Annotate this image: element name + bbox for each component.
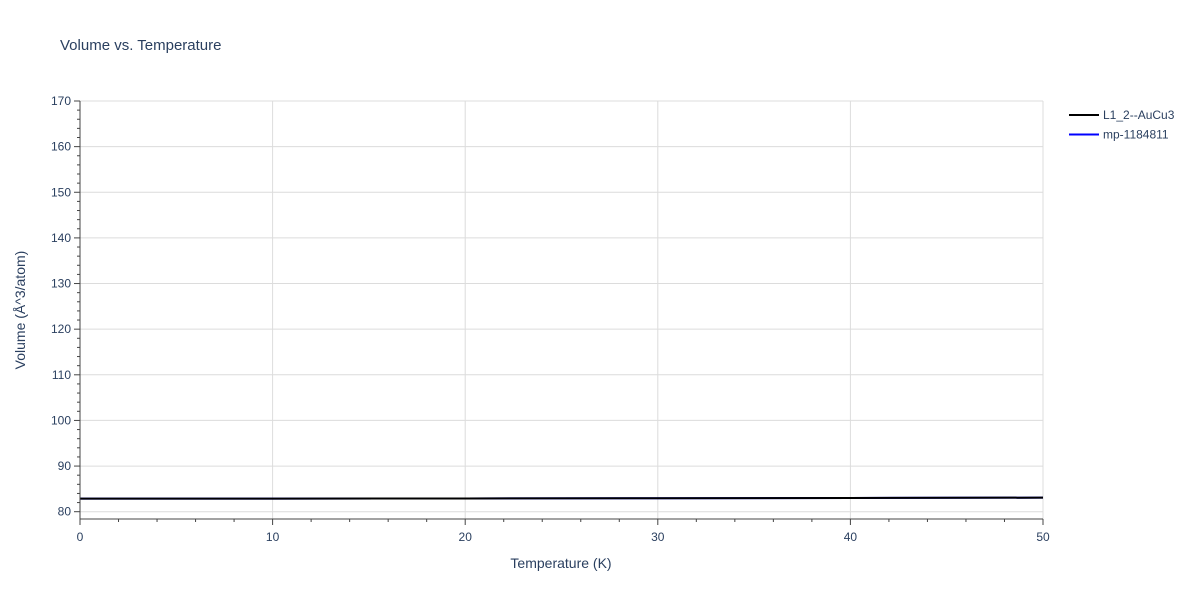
x-axis-label: Temperature (K) bbox=[510, 555, 611, 571]
legend-label: mp-1184811 bbox=[1103, 128, 1169, 142]
y-tick-label: 120 bbox=[51, 322, 71, 336]
y-tick-label: 170 bbox=[51, 94, 71, 108]
y-tick-label: 110 bbox=[52, 368, 71, 382]
y-tick-label: 80 bbox=[58, 505, 72, 519]
x-tick-label: 10 bbox=[266, 530, 280, 544]
x-tick-label: 30 bbox=[651, 530, 665, 544]
y-tick-label: 90 bbox=[58, 459, 72, 473]
y-axis-label: Volume (Å^3/atom) bbox=[12, 251, 28, 370]
y-tick-label: 150 bbox=[51, 185, 71, 199]
y-tick-label: 140 bbox=[51, 231, 71, 245]
chart-title: Volume vs. Temperature bbox=[60, 37, 221, 54]
legend[interactable]: L1_2--AuCu3 mp-1184811 bbox=[1069, 108, 1175, 142]
series-line-L1_2--AuCu3 bbox=[79, 496, 1044, 500]
x-tick-label: 50 bbox=[1036, 530, 1050, 544]
y-tick-label: 160 bbox=[51, 140, 71, 154]
legend-label: L1_2--AuCu3 bbox=[1103, 108, 1175, 122]
x-tick-label: 20 bbox=[459, 530, 473, 544]
x-tick-label: 0 bbox=[77, 530, 84, 544]
y-tick-label: 100 bbox=[51, 413, 71, 427]
x-tick-label: 40 bbox=[844, 530, 858, 544]
y-tick-label: 130 bbox=[51, 277, 71, 291]
